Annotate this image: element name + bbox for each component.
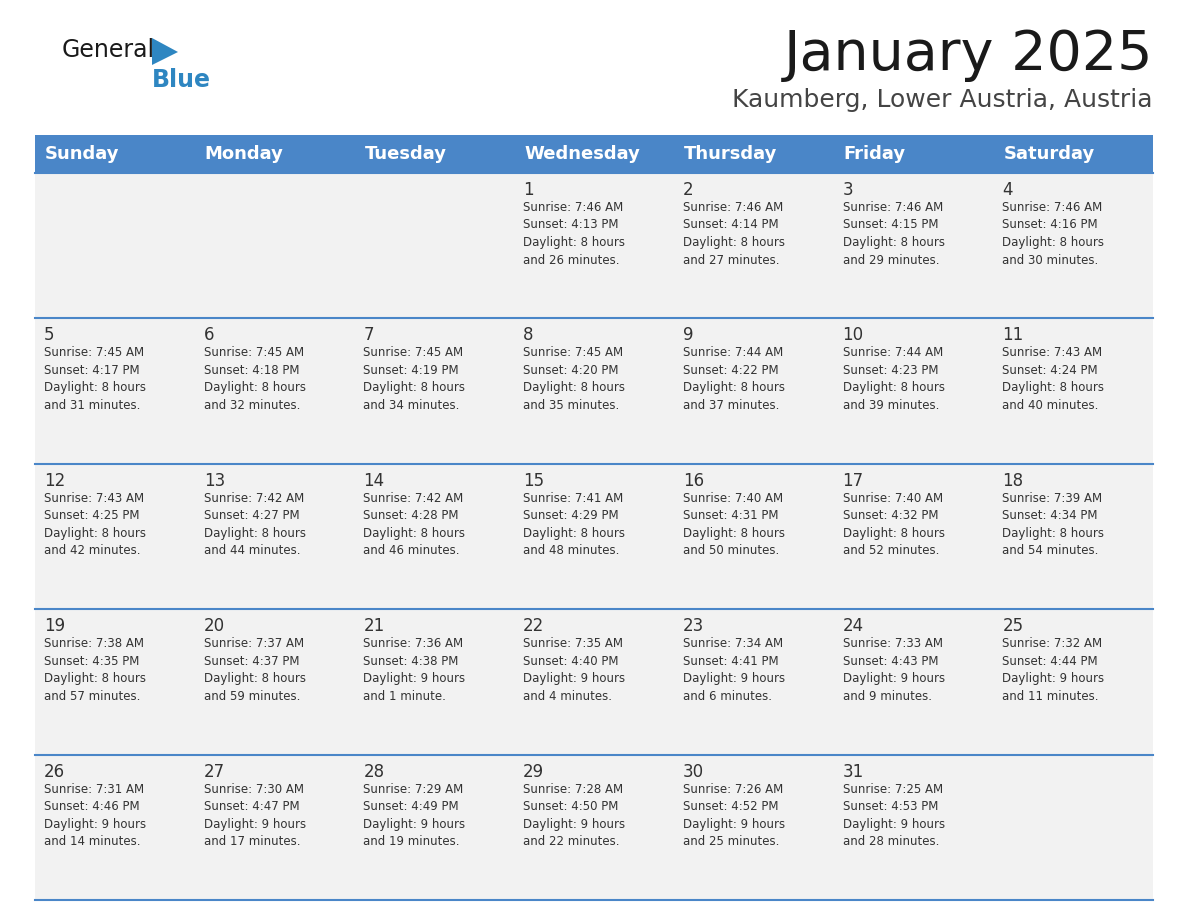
Text: 18: 18	[1003, 472, 1023, 490]
Text: Blue: Blue	[152, 68, 211, 92]
Text: Sunrise: 7:35 AM
Sunset: 4:40 PM
Daylight: 9 hours
and 4 minutes.: Sunrise: 7:35 AM Sunset: 4:40 PM Dayligh…	[523, 637, 625, 702]
Text: Sunrise: 7:46 AM
Sunset: 4:14 PM
Daylight: 8 hours
and 27 minutes.: Sunrise: 7:46 AM Sunset: 4:14 PM Dayligh…	[683, 201, 785, 266]
Text: Sunrise: 7:38 AM
Sunset: 4:35 PM
Daylight: 8 hours
and 57 minutes.: Sunrise: 7:38 AM Sunset: 4:35 PM Dayligh…	[44, 637, 146, 702]
Text: 6: 6	[203, 327, 214, 344]
Text: January 2025: January 2025	[784, 28, 1154, 82]
Bar	[34, 319, 1154, 464]
Text: Sunrise: 7:31 AM
Sunset: 4:46 PM
Daylight: 9 hours
and 14 minutes.: Sunrise: 7:31 AM Sunset: 4:46 PM Dayligh…	[44, 783, 146, 848]
Text: General: General	[62, 38, 156, 62]
Text: Sunrise: 7:43 AM
Sunset: 4:25 PM
Daylight: 8 hours
and 42 minutes.: Sunrise: 7:43 AM Sunset: 4:25 PM Dayligh…	[44, 492, 146, 557]
Text: 12: 12	[44, 472, 65, 490]
Polygon shape	[152, 38, 178, 65]
Text: 20: 20	[203, 617, 225, 635]
Text: Sunrise: 7:26 AM
Sunset: 4:52 PM
Daylight: 9 hours
and 25 minutes.: Sunrise: 7:26 AM Sunset: 4:52 PM Dayligh…	[683, 783, 785, 848]
Text: Sunrise: 7:40 AM
Sunset: 4:32 PM
Daylight: 8 hours
and 52 minutes.: Sunrise: 7:40 AM Sunset: 4:32 PM Dayligh…	[842, 492, 944, 557]
Text: 15: 15	[523, 472, 544, 490]
Text: Sunrise: 7:45 AM
Sunset: 4:18 PM
Daylight: 8 hours
and 32 minutes.: Sunrise: 7:45 AM Sunset: 4:18 PM Dayligh…	[203, 346, 305, 412]
Text: 7: 7	[364, 327, 374, 344]
Bar	[34, 173, 1154, 319]
Text: Kaumberg, Lower Austria, Austria: Kaumberg, Lower Austria, Austria	[733, 88, 1154, 112]
Text: Sunrise: 7:43 AM
Sunset: 4:24 PM
Daylight: 8 hours
and 40 minutes.: Sunrise: 7:43 AM Sunset: 4:24 PM Dayligh…	[1003, 346, 1105, 412]
Text: Sunrise: 7:46 AM
Sunset: 4:13 PM
Daylight: 8 hours
and 26 minutes.: Sunrise: 7:46 AM Sunset: 4:13 PM Dayligh…	[523, 201, 625, 266]
Text: Sunrise: 7:25 AM
Sunset: 4:53 PM
Daylight: 9 hours
and 28 minutes.: Sunrise: 7:25 AM Sunset: 4:53 PM Dayligh…	[842, 783, 944, 848]
Bar	[34, 610, 1154, 755]
Text: Sunrise: 7:39 AM
Sunset: 4:34 PM
Daylight: 8 hours
and 54 minutes.: Sunrise: 7:39 AM Sunset: 4:34 PM Dayligh…	[1003, 492, 1105, 557]
Text: Wednesday: Wednesday	[524, 145, 640, 163]
Text: Sunrise: 7:44 AM
Sunset: 4:23 PM
Daylight: 8 hours
and 39 minutes.: Sunrise: 7:44 AM Sunset: 4:23 PM Dayligh…	[842, 346, 944, 412]
Text: 30: 30	[683, 763, 704, 780]
Text: Sunrise: 7:40 AM
Sunset: 4:31 PM
Daylight: 8 hours
and 50 minutes.: Sunrise: 7:40 AM Sunset: 4:31 PM Dayligh…	[683, 492, 785, 557]
Text: 19: 19	[44, 617, 65, 635]
Text: Sunrise: 7:41 AM
Sunset: 4:29 PM
Daylight: 8 hours
and 48 minutes.: Sunrise: 7:41 AM Sunset: 4:29 PM Dayligh…	[523, 492, 625, 557]
Text: 31: 31	[842, 763, 864, 780]
Text: 5: 5	[44, 327, 55, 344]
Text: Sunrise: 7:30 AM
Sunset: 4:47 PM
Daylight: 9 hours
and 17 minutes.: Sunrise: 7:30 AM Sunset: 4:47 PM Dayligh…	[203, 783, 305, 848]
Text: Sunrise: 7:34 AM
Sunset: 4:41 PM
Daylight: 9 hours
and 6 minutes.: Sunrise: 7:34 AM Sunset: 4:41 PM Dayligh…	[683, 637, 785, 702]
Text: 21: 21	[364, 617, 385, 635]
Text: Sunrise: 7:36 AM
Sunset: 4:38 PM
Daylight: 9 hours
and 1 minute.: Sunrise: 7:36 AM Sunset: 4:38 PM Dayligh…	[364, 637, 466, 702]
Text: Sunrise: 7:44 AM
Sunset: 4:22 PM
Daylight: 8 hours
and 37 minutes.: Sunrise: 7:44 AM Sunset: 4:22 PM Dayligh…	[683, 346, 785, 412]
Text: 22: 22	[523, 617, 544, 635]
Text: Sunrise: 7:29 AM
Sunset: 4:49 PM
Daylight: 9 hours
and 19 minutes.: Sunrise: 7:29 AM Sunset: 4:49 PM Dayligh…	[364, 783, 466, 848]
Text: Sunrise: 7:46 AM
Sunset: 4:15 PM
Daylight: 8 hours
and 29 minutes.: Sunrise: 7:46 AM Sunset: 4:15 PM Dayligh…	[842, 201, 944, 266]
Text: Thursday: Thursday	[684, 145, 777, 163]
Text: Tuesday: Tuesday	[365, 145, 447, 163]
Text: 4: 4	[1003, 181, 1013, 199]
Bar	[34, 135, 1154, 173]
Text: 8: 8	[523, 327, 533, 344]
Bar	[34, 755, 1154, 900]
Text: Monday: Monday	[204, 145, 284, 163]
Text: Saturday: Saturday	[1004, 145, 1094, 163]
Text: Sunrise: 7:37 AM
Sunset: 4:37 PM
Daylight: 8 hours
and 59 minutes.: Sunrise: 7:37 AM Sunset: 4:37 PM Dayligh…	[203, 637, 305, 702]
Bar	[34, 464, 1154, 610]
Text: Sunrise: 7:42 AM
Sunset: 4:28 PM
Daylight: 8 hours
and 46 minutes.: Sunrise: 7:42 AM Sunset: 4:28 PM Dayligh…	[364, 492, 466, 557]
Text: 23: 23	[683, 617, 704, 635]
Text: Sunrise: 7:32 AM
Sunset: 4:44 PM
Daylight: 9 hours
and 11 minutes.: Sunrise: 7:32 AM Sunset: 4:44 PM Dayligh…	[1003, 637, 1105, 702]
Text: 29: 29	[523, 763, 544, 780]
Text: 3: 3	[842, 181, 853, 199]
Text: Friday: Friday	[843, 145, 905, 163]
Text: 16: 16	[683, 472, 704, 490]
Text: 24: 24	[842, 617, 864, 635]
Text: 26: 26	[44, 763, 65, 780]
Text: Sunrise: 7:45 AM
Sunset: 4:19 PM
Daylight: 8 hours
and 34 minutes.: Sunrise: 7:45 AM Sunset: 4:19 PM Dayligh…	[364, 346, 466, 412]
Text: 2: 2	[683, 181, 694, 199]
Text: Sunrise: 7:42 AM
Sunset: 4:27 PM
Daylight: 8 hours
and 44 minutes.: Sunrise: 7:42 AM Sunset: 4:27 PM Dayligh…	[203, 492, 305, 557]
Text: 13: 13	[203, 472, 225, 490]
Text: Sunrise: 7:45 AM
Sunset: 4:17 PM
Daylight: 8 hours
and 31 minutes.: Sunrise: 7:45 AM Sunset: 4:17 PM Dayligh…	[44, 346, 146, 412]
Text: Sunrise: 7:46 AM
Sunset: 4:16 PM
Daylight: 8 hours
and 30 minutes.: Sunrise: 7:46 AM Sunset: 4:16 PM Dayligh…	[1003, 201, 1105, 266]
Text: Sunrise: 7:33 AM
Sunset: 4:43 PM
Daylight: 9 hours
and 9 minutes.: Sunrise: 7:33 AM Sunset: 4:43 PM Dayligh…	[842, 637, 944, 702]
Text: Sunrise: 7:45 AM
Sunset: 4:20 PM
Daylight: 8 hours
and 35 minutes.: Sunrise: 7:45 AM Sunset: 4:20 PM Dayligh…	[523, 346, 625, 412]
Text: 11: 11	[1003, 327, 1024, 344]
Text: 25: 25	[1003, 617, 1023, 635]
Text: 17: 17	[842, 472, 864, 490]
Text: 9: 9	[683, 327, 694, 344]
Text: 14: 14	[364, 472, 385, 490]
Text: 28: 28	[364, 763, 385, 780]
Text: Sunday: Sunday	[45, 145, 120, 163]
Text: 10: 10	[842, 327, 864, 344]
Text: Sunrise: 7:28 AM
Sunset: 4:50 PM
Daylight: 9 hours
and 22 minutes.: Sunrise: 7:28 AM Sunset: 4:50 PM Dayligh…	[523, 783, 625, 848]
Text: 1: 1	[523, 181, 533, 199]
Text: 27: 27	[203, 763, 225, 780]
